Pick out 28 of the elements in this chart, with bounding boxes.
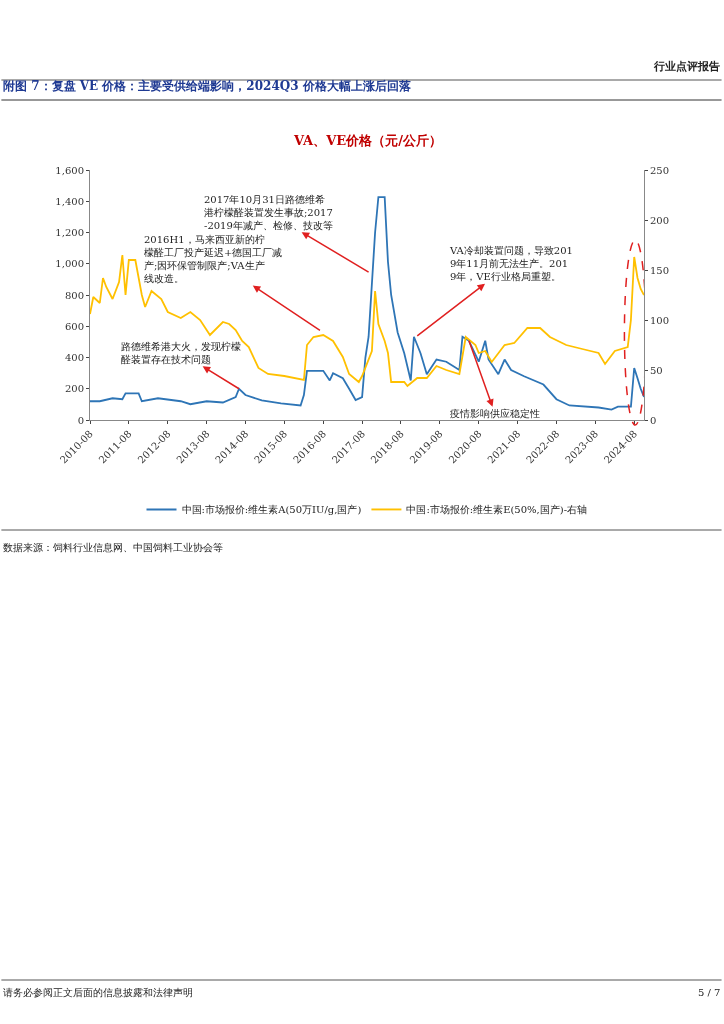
y-tick-label: 400 <box>64 352 84 363</box>
legend-label: 中国:市场报价:维生素A(50万IU/g,国产) <box>181 504 362 516</box>
y-tick-label: 1,000 <box>55 258 84 270</box>
annotation: 疫情影响供应稳定性 <box>450 408 540 419</box>
y-tick-label: 0 <box>77 414 84 426</box>
y-tick-label: 1,600 <box>55 164 84 176</box>
y-tick-label: 1,400 <box>55 195 84 207</box>
annotation: 2016H1，马来西亚新的柠檬醛工厂投产延迟+德国工厂减产;因环保管制限产;VA生产线改造。 <box>144 234 283 284</box>
y2-tick-label: 150 <box>650 264 670 276</box>
text: 请务必参阅正文后面的信息披露和法律声明 <box>3 987 193 998</box>
text: 行业点评报告 <box>653 60 720 73</box>
y2-tick-label: 100 <box>650 314 670 326</box>
y2-tick-label: 200 <box>650 214 670 226</box>
source-note: 数据来源：饲料行业信息网、中国饲料工业协会等 <box>3 542 223 553</box>
y-tick-label: 1,200 <box>55 227 84 238</box>
chart-title: 附图 7：复盘 VE 价格：主要受供给端影响，2024Q3 价格大幅上涨后回落 <box>3 79 412 93</box>
y2-tick-label: 0 <box>650 414 657 426</box>
y-tick-label: 200 <box>64 383 84 395</box>
y2-tick-label: 50 <box>650 364 663 376</box>
text: 5 / 7 <box>698 987 721 998</box>
annotation: VA冷却装置问题，导致2019年11月前无法生产。2019年，VE行业格局重塑。 <box>449 245 573 282</box>
y2-tick-label: 250 <box>650 164 670 176</box>
annotation: 2017年10月31日路德维希港柠檬醛装置发生事故;2017-2019年减产、检修、技改等 <box>204 194 333 231</box>
legend-label: 中国:市场报价:维生素E(50%,国产)-右轴 <box>406 504 588 516</box>
y-tick-label: 600 <box>64 320 84 332</box>
y-tick-label: 800 <box>64 289 84 301</box>
chart-subtitle: VA、VE价格（元/公斤） <box>293 133 442 148</box>
annotation: 路德维希港大火，发现柠檬醛装置存在技术问题 <box>121 341 241 365</box>
